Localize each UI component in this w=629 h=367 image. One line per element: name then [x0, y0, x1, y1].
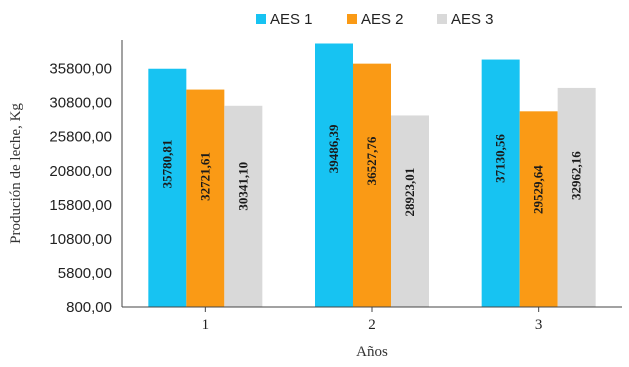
bar-data-label: 36527,76: [364, 136, 379, 185]
y-tick-label: 35800,00: [49, 61, 112, 78]
legend: AES 1 AES 2 AES 3: [256, 11, 494, 28]
bar-data-label: 35780,81: [159, 140, 174, 189]
y-axis-title: Produción de leche, Kg: [8, 103, 24, 244]
y-axis-ticks: 800,00 5800,00 10800,00 15800,00 20800,00 258…: [49, 61, 112, 316]
legend-swatch: [437, 14, 447, 24]
x-axis-ticks: 1 2 3: [202, 307, 543, 333]
y-tick-label: 10800,00: [49, 231, 112, 248]
x-tick-label: 2: [368, 317, 376, 333]
bar-data-label: 39486,39: [326, 124, 341, 173]
bar: [557, 87, 596, 307]
legend-swatch: [256, 14, 266, 24]
bar-labels: 35780,81 32721,61 30341,10 39486,39 36527,76…: [159, 124, 583, 216]
legend-label: AES 1: [270, 11, 313, 28]
bar-data-label: 28923,01: [402, 168, 417, 217]
bar-data-label: 32962,16: [569, 151, 584, 200]
bar: [481, 59, 520, 307]
y-tick-label: 30800,00: [49, 95, 112, 112]
bar: [148, 68, 187, 307]
y-tick-label: 5800,00: [58, 265, 112, 282]
legend-label: AES 2: [361, 11, 404, 28]
x-tick-label: 3: [535, 317, 543, 333]
bar: [391, 115, 429, 307]
bar: [224, 105, 263, 307]
bar: [186, 89, 225, 308]
bar: [315, 43, 353, 307]
bar-data-label: 32721,61: [197, 152, 212, 201]
y-tick-label: 15800,00: [49, 197, 112, 214]
y-tick-label: 800,00: [66, 299, 112, 316]
bar-data-label: 29529,64: [531, 165, 546, 214]
x-axis-title: Años: [356, 344, 388, 360]
bar-data-label: 37130,56: [493, 134, 508, 183]
y-tick-label: 20800,00: [49, 163, 112, 180]
bars: [148, 43, 596, 308]
bar-data-label: 30341,10: [235, 162, 250, 211]
y-tick-label: 25800,00: [49, 129, 112, 146]
x-tick-label: 1: [202, 317, 210, 333]
legend-swatch: [347, 14, 357, 24]
bar: [519, 111, 558, 307]
legend-label: AES 3: [451, 11, 494, 28]
bar: [353, 63, 391, 307]
